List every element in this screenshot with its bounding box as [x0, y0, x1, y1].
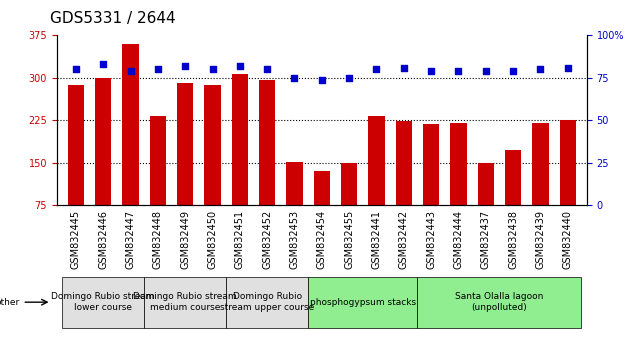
Point — [535, 67, 545, 72]
Bar — [308, 277, 418, 328]
Bar — [144, 277, 226, 328]
Bar — [341, 163, 357, 248]
Bar — [226, 277, 308, 328]
Point — [481, 68, 491, 74]
Point — [153, 67, 163, 72]
Text: other: other — [0, 298, 20, 307]
Point — [98, 62, 109, 67]
Bar — [62, 277, 144, 328]
Bar — [177, 83, 193, 248]
Point — [180, 63, 191, 69]
Point — [126, 68, 136, 74]
Bar — [68, 85, 84, 248]
Text: phosphogypsum stacks: phosphogypsum stacks — [310, 298, 416, 307]
Bar — [150, 116, 166, 248]
Text: Domingo Rubio stream
lower course: Domingo Rubio stream lower course — [51, 292, 155, 312]
Bar — [204, 85, 221, 248]
Bar — [122, 44, 139, 248]
Point — [508, 68, 518, 74]
Bar — [396, 121, 412, 248]
Text: Santa Olalla lagoon
(unpolluted): Santa Olalla lagoon (unpolluted) — [455, 292, 543, 312]
Text: Domingo Rubio stream
medium course: Domingo Rubio stream medium course — [133, 292, 237, 312]
Bar — [423, 124, 439, 248]
Bar — [95, 78, 112, 248]
Bar — [560, 120, 576, 248]
Bar — [478, 163, 494, 248]
Text: Domingo Rubio
stream upper course: Domingo Rubio stream upper course — [220, 292, 314, 312]
Point — [372, 67, 382, 72]
Point — [317, 77, 327, 82]
Bar — [259, 80, 275, 248]
Point — [399, 65, 409, 70]
Bar — [532, 123, 548, 248]
Point — [453, 68, 463, 74]
Point — [235, 63, 245, 69]
Point — [563, 65, 573, 70]
Point — [262, 67, 272, 72]
Point — [426, 68, 436, 74]
Point — [290, 75, 300, 81]
Bar — [418, 277, 581, 328]
Bar — [286, 162, 303, 248]
Bar — [232, 74, 248, 248]
Bar — [505, 150, 521, 248]
Bar — [369, 116, 385, 248]
Bar — [314, 171, 330, 248]
Point — [71, 67, 81, 72]
Bar — [451, 123, 466, 248]
Point — [208, 67, 218, 72]
Text: GDS5331 / 2644: GDS5331 / 2644 — [50, 11, 176, 25]
Point — [344, 75, 354, 81]
